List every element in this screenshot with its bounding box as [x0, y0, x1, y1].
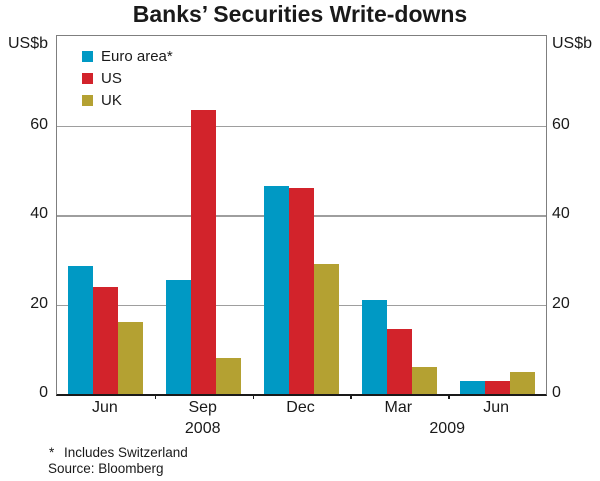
bar-group-jun-2008 [57, 36, 155, 394]
legend-item-us: US [82, 70, 173, 87]
bar [386, 329, 412, 394]
y-tick-label-right-20: 20 [552, 294, 570, 312]
y-tick-label-right-0: 0 [552, 384, 561, 401]
bar [484, 380, 510, 394]
legend: Euro area* US UK [82, 48, 173, 114]
x-tick-label-3: Dec [286, 399, 315, 416]
plot-area: Euro area* US UK [56, 35, 547, 399]
x-tick-label-4: Mar [384, 399, 413, 416]
bar-group-dec-2008 [253, 36, 351, 394]
legend-swatch [82, 95, 93, 106]
x-tick-label-1: Jun [91, 399, 118, 416]
legend-item-euroarea: Euro area* [82, 48, 173, 65]
bar [118, 322, 144, 394]
legend-label: Euro area* [101, 48, 173, 65]
legend-swatch [82, 51, 93, 62]
gridline-60 [57, 125, 546, 127]
legend-label: US [101, 70, 122, 87]
bar-group-mar-2009 [350, 36, 448, 394]
chart-title: Banks’ Securities Write-downs [132, 1, 468, 27]
year-label-2008: 2008 [184, 420, 221, 437]
bar [361, 300, 387, 394]
bar-groups [57, 36, 546, 394]
bar-group-sep-2008 [155, 36, 253, 394]
bar [93, 286, 119, 394]
y-tick-label-right-40: 40 [552, 205, 570, 222]
y-tick-label-right-60: 60 [552, 115, 570, 133]
footnote-marker: * [49, 445, 55, 460]
year-label-2009: 2009 [429, 420, 465, 437]
bar [313, 264, 339, 394]
bar [68, 266, 94, 394]
footnote: * Includes Switzerland [49, 445, 188, 461]
x-axis-tick [154, 394, 157, 399]
x-axis-tick [252, 394, 255, 399]
x-tick-label-5: Jun [483, 399, 509, 416]
y-tick-label-left-40: 40 [30, 205, 48, 222]
y-tick-label-left-60: 60 [30, 115, 48, 133]
bar [509, 371, 535, 394]
bar [288, 188, 314, 394]
x-tick-label-2: Sep [188, 399, 217, 416]
source-text: Source: Bloomberg [48, 461, 164, 476]
left-axis-unit: US$b [7, 35, 48, 52]
legend-item-uk: UK [82, 92, 173, 109]
bar [216, 358, 242, 394]
bar [263, 185, 289, 394]
y-tick-label-left-20: 20 [30, 294, 48, 312]
legend-label: UK [101, 92, 122, 109]
y-tick-label-left-0: 0 [39, 384, 48, 401]
footnote-text: Includes Switzerland [64, 445, 188, 460]
bar [411, 367, 437, 394]
bar [459, 380, 485, 394]
x-axis-tick [350, 394, 352, 399]
right-axis-unit: US$b [552, 35, 593, 52]
bar-group-jun-2009 [448, 36, 546, 394]
legend-swatch [82, 73, 93, 84]
bar [191, 109, 217, 394]
x-axis-tick [448, 394, 450, 399]
bar [166, 279, 192, 394]
